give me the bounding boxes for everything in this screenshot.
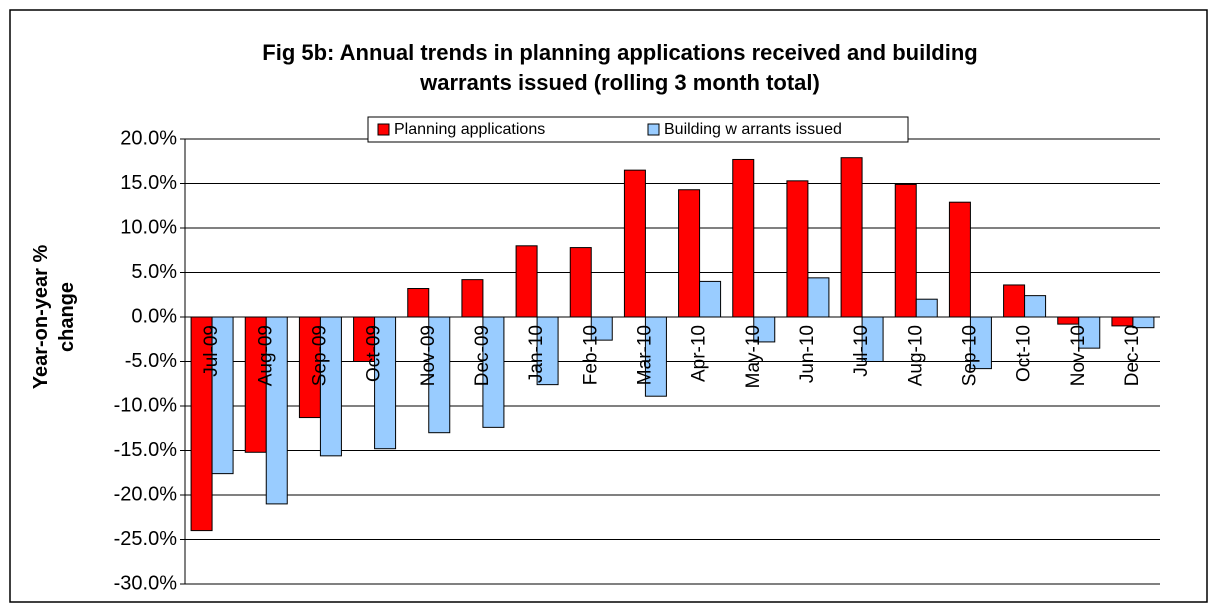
bar bbox=[265, 316, 288, 505]
x-tick-label: Oct-10 bbox=[1014, 325, 1035, 382]
bar bbox=[482, 316, 505, 428]
bar bbox=[623, 169, 646, 318]
legend-box bbox=[367, 116, 909, 143]
bar bbox=[861, 316, 884, 362]
bar bbox=[1003, 284, 1026, 318]
x-tick-label: Apr-10 bbox=[689, 325, 710, 382]
x-tick-label: Aug-09 bbox=[255, 325, 276, 386]
legend-swatch bbox=[377, 123, 390, 136]
y-tick-label: -15.0% bbox=[114, 439, 178, 461]
bar bbox=[515, 245, 538, 318]
y-tick-label: -25.0% bbox=[114, 528, 178, 550]
x-tick-label: Aug-10 bbox=[905, 325, 926, 386]
y-axis-label: Year-on-year % change bbox=[30, 244, 78, 390]
y-tick-label: -5.0% bbox=[125, 350, 177, 372]
bar bbox=[678, 189, 701, 318]
bar bbox=[319, 316, 342, 457]
bar bbox=[590, 316, 613, 341]
bar bbox=[732, 158, 755, 318]
y-tick-label: -20.0% bbox=[114, 483, 178, 505]
bar bbox=[1078, 316, 1101, 349]
bar bbox=[644, 316, 667, 397]
y-tick-label: 0.0% bbox=[131, 305, 177, 327]
bar bbox=[1111, 316, 1134, 327]
x-tick-label: Feb-10 bbox=[580, 325, 601, 385]
bar bbox=[428, 316, 451, 434]
x-tick-label: May-10 bbox=[743, 325, 764, 388]
bar bbox=[569, 247, 592, 318]
x-tick-label: Jul-10 bbox=[851, 325, 872, 377]
x-tick-label: Nov-10 bbox=[1068, 325, 1089, 386]
x-tick-label: Jun-10 bbox=[797, 325, 818, 383]
bar bbox=[753, 316, 776, 343]
legend-swatch bbox=[647, 123, 660, 136]
y-tick-label: -30.0% bbox=[114, 572, 178, 594]
legend-label: Planning applications bbox=[394, 121, 545, 138]
bar bbox=[461, 279, 484, 318]
bar bbox=[1132, 316, 1155, 329]
y-tick-label: 15.0% bbox=[120, 172, 177, 194]
bar bbox=[915, 298, 938, 318]
bar bbox=[536, 316, 559, 386]
y-tick-label: -10.0% bbox=[114, 394, 178, 416]
x-tick-label: Oct-09 bbox=[364, 325, 385, 382]
bar bbox=[699, 280, 722, 318]
x-tick-label: Jan-10 bbox=[526, 325, 547, 383]
bar bbox=[969, 316, 992, 370]
x-tick-label: Dec-10 bbox=[1122, 325, 1143, 386]
bar bbox=[840, 157, 863, 318]
bar bbox=[894, 183, 917, 318]
x-tick-label: Dec-09 bbox=[472, 325, 493, 386]
legend-label: Building w arrants issued bbox=[664, 121, 842, 138]
bar bbox=[948, 201, 971, 318]
bar bbox=[374, 316, 397, 450]
bar bbox=[211, 316, 234, 475]
bar bbox=[1024, 295, 1047, 318]
bar bbox=[1057, 316, 1080, 325]
y-tick-label: 5.0% bbox=[131, 261, 177, 283]
x-tick-label: Mar-10 bbox=[634, 325, 655, 385]
bar bbox=[786, 180, 809, 318]
x-tick-label: Jul-09 bbox=[201, 325, 222, 377]
y-tick-label: 20.0% bbox=[120, 127, 177, 149]
x-tick-label: Sep-10 bbox=[959, 325, 980, 386]
y-tick-label: 10.0% bbox=[120, 216, 177, 238]
bar bbox=[807, 277, 830, 318]
x-tick-label: Sep-09 bbox=[309, 325, 330, 386]
chart-title: Fig 5b: Annual trends in planning applic… bbox=[262, 40, 978, 95]
x-tick-label: Nov-09 bbox=[418, 325, 439, 386]
bar bbox=[407, 288, 430, 318]
